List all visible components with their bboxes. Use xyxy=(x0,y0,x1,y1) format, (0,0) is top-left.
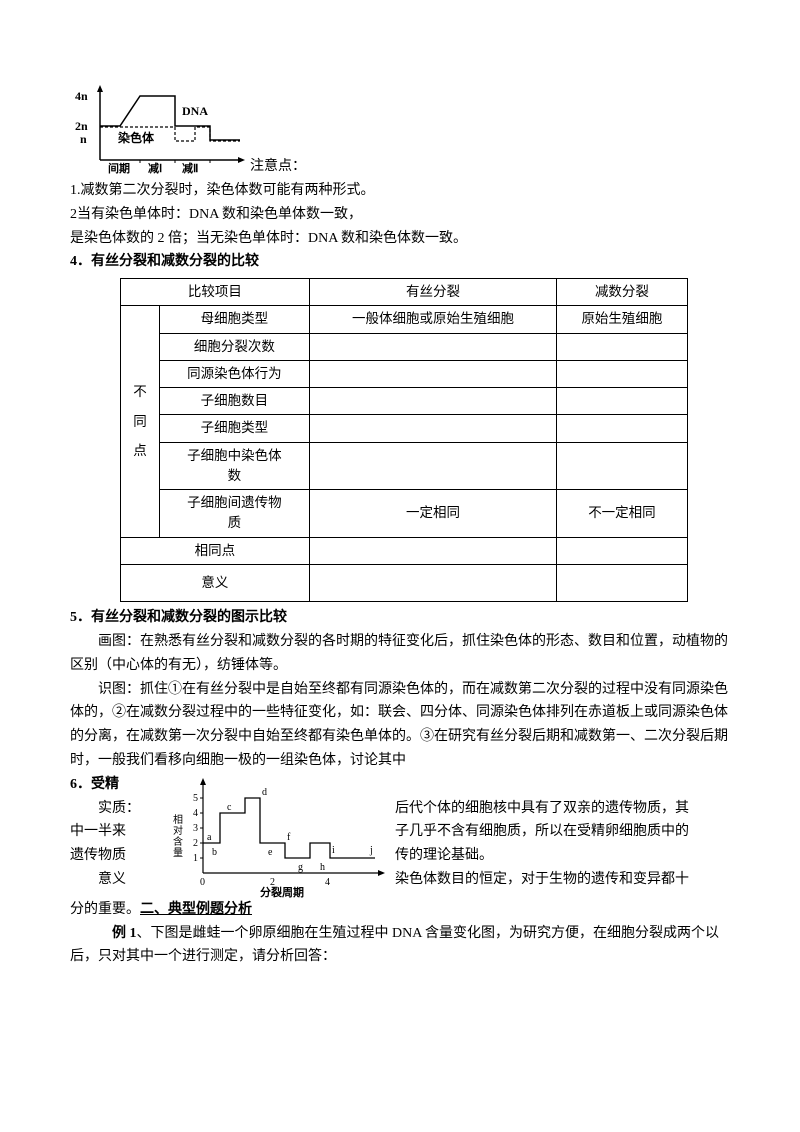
svg-text:e: e xyxy=(268,847,273,858)
svg-text:c: c xyxy=(227,802,232,813)
s6-l5-row: 分的重要。二、典型例题分析 xyxy=(70,898,730,922)
svg-text:4: 4 xyxy=(325,877,330,888)
s6-l4b: 染色体数目的恒定，对于生物的遗传和变异都十 xyxy=(395,868,730,892)
r1: 母细胞类型 xyxy=(160,306,310,333)
s6-l3a: 遗传物质 xyxy=(70,844,165,868)
dna-cycle-chart: 1 2 3 4 5 相 对 含 量 0 2 4 分裂周期 a b c d e f… xyxy=(165,773,395,898)
x-interphase: 间期 xyxy=(108,161,130,175)
svg-text:d: d xyxy=(262,787,267,798)
section4-title: 4．有丝分裂和减数分裂的比较 xyxy=(70,250,730,274)
svg-text:i: i xyxy=(332,845,335,856)
sec5-p2: 识图：抓住①在有丝分裂中是自始至终都有同源染色体的，而在减数第二次分裂的过程中没… xyxy=(70,678,730,773)
svg-text:h: h xyxy=(320,862,325,873)
d2-xlabel: 分裂周期 xyxy=(260,885,304,898)
example1: 例 1、下图是雌蛙一个卵原细胞在生殖过程中 DNA 含量变化图，为研究方便，在细… xyxy=(70,922,730,970)
th-meiosis: 减数分裂 xyxy=(557,279,687,306)
y-n: n xyxy=(80,132,87,146)
chrom-label: 染色体 xyxy=(117,130,155,145)
x-m2: 减Ⅱ xyxy=(182,161,198,175)
s6-l2b: 子几乎不含有细胞质，所以在受精卵细胞质中的 xyxy=(395,820,730,844)
svg-text:量: 量 xyxy=(173,847,183,859)
r3: 同源染色体行为 xyxy=(160,360,310,387)
s6-l1a: 实质： xyxy=(70,797,165,821)
section5-title: 5．有丝分裂和减数分裂的图示比较 xyxy=(70,606,730,630)
note-2: 2当有染色单体时：DNA 数和染色单体数一致， xyxy=(70,203,730,227)
example-section-title: 二、典型例题分析 xyxy=(140,902,252,917)
th-item: 比较项目 xyxy=(121,279,310,306)
diagram1-note: 注意点： xyxy=(250,155,306,179)
r1a: 一般体细胞或原始生殖细胞 xyxy=(309,306,557,333)
d2-ylabel: 相 xyxy=(173,813,183,826)
s6-l3b: 传的理论基础。 xyxy=(395,844,730,868)
s6-l1b: 后代个体的细胞核中具有了双亲的遗传物质，其 xyxy=(395,797,730,821)
dna-label: DNA xyxy=(182,104,208,118)
note-1: 1.减数第二次分裂时，染色体数可能有两种形式。 xyxy=(70,179,730,203)
r7b: 不一定相同 xyxy=(557,490,687,538)
meiosis-dna-chart: 4n 2n n DNA 染色体 间期 减Ⅰ 减Ⅱ xyxy=(70,80,250,175)
svg-text:1: 1 xyxy=(193,853,198,864)
note-3: 是染色体数的 2 倍；当无染色单体时：DNA 数和染色体数一致。 xyxy=(70,227,730,251)
svg-text:0: 0 xyxy=(200,877,205,888)
r1b: 原始生殖细胞 xyxy=(557,306,687,333)
svg-text:含: 含 xyxy=(173,835,183,848)
svg-text:对: 对 xyxy=(173,824,183,837)
r5: 子细胞类型 xyxy=(160,415,310,442)
section6-block: 6．受精 实质： 中一半来 遗传物质 意义 1 2 3 4 5 相 对 含 量 … xyxy=(70,773,730,898)
meaning-row: 意义 xyxy=(121,564,310,601)
same-row: 相同点 xyxy=(121,537,310,564)
r7a: 一定相同 xyxy=(309,490,557,538)
sec5-p1: 画图：在熟悉有丝分裂和减数分裂的各时期的特征变化后，抓住染色体的形态、数目和位置… xyxy=(70,630,730,678)
svg-text:5: 5 xyxy=(193,793,198,804)
svg-text:3: 3 xyxy=(193,823,198,834)
svg-text:4: 4 xyxy=(193,808,198,819)
r6: 子细胞中染色体数 xyxy=(160,442,310,490)
diff-label: 不同点 xyxy=(121,306,160,537)
svg-text:b: b xyxy=(212,847,217,858)
svg-text:a: a xyxy=(207,832,212,843)
svg-text:g: g xyxy=(298,862,303,873)
svg-text:j: j xyxy=(369,845,373,856)
y-2n: 2n xyxy=(75,119,88,133)
comparison-table: 比较项目 有丝分裂 减数分裂 不同点 母细胞类型 一般体细胞或原始生殖细胞 原始… xyxy=(120,278,688,602)
diagram1-row: 4n 2n n DNA 染色体 间期 减Ⅰ 减Ⅱ 注意点： xyxy=(70,80,730,179)
th-mitosis: 有丝分裂 xyxy=(309,279,557,306)
svg-text:f: f xyxy=(287,832,291,843)
y-4n: 4n xyxy=(75,89,88,103)
section6-title: 6．受精 xyxy=(70,773,165,797)
s6-l4a: 意义 xyxy=(70,868,165,892)
s6-l2a: 中一半来 xyxy=(70,820,165,844)
svg-text:2: 2 xyxy=(193,838,198,849)
r4: 子细胞数目 xyxy=(160,388,310,415)
r2: 细胞分裂次数 xyxy=(160,333,310,360)
x-m1: 减Ⅰ xyxy=(148,161,162,175)
r7: 子细胞间遗传物质 xyxy=(160,490,310,538)
